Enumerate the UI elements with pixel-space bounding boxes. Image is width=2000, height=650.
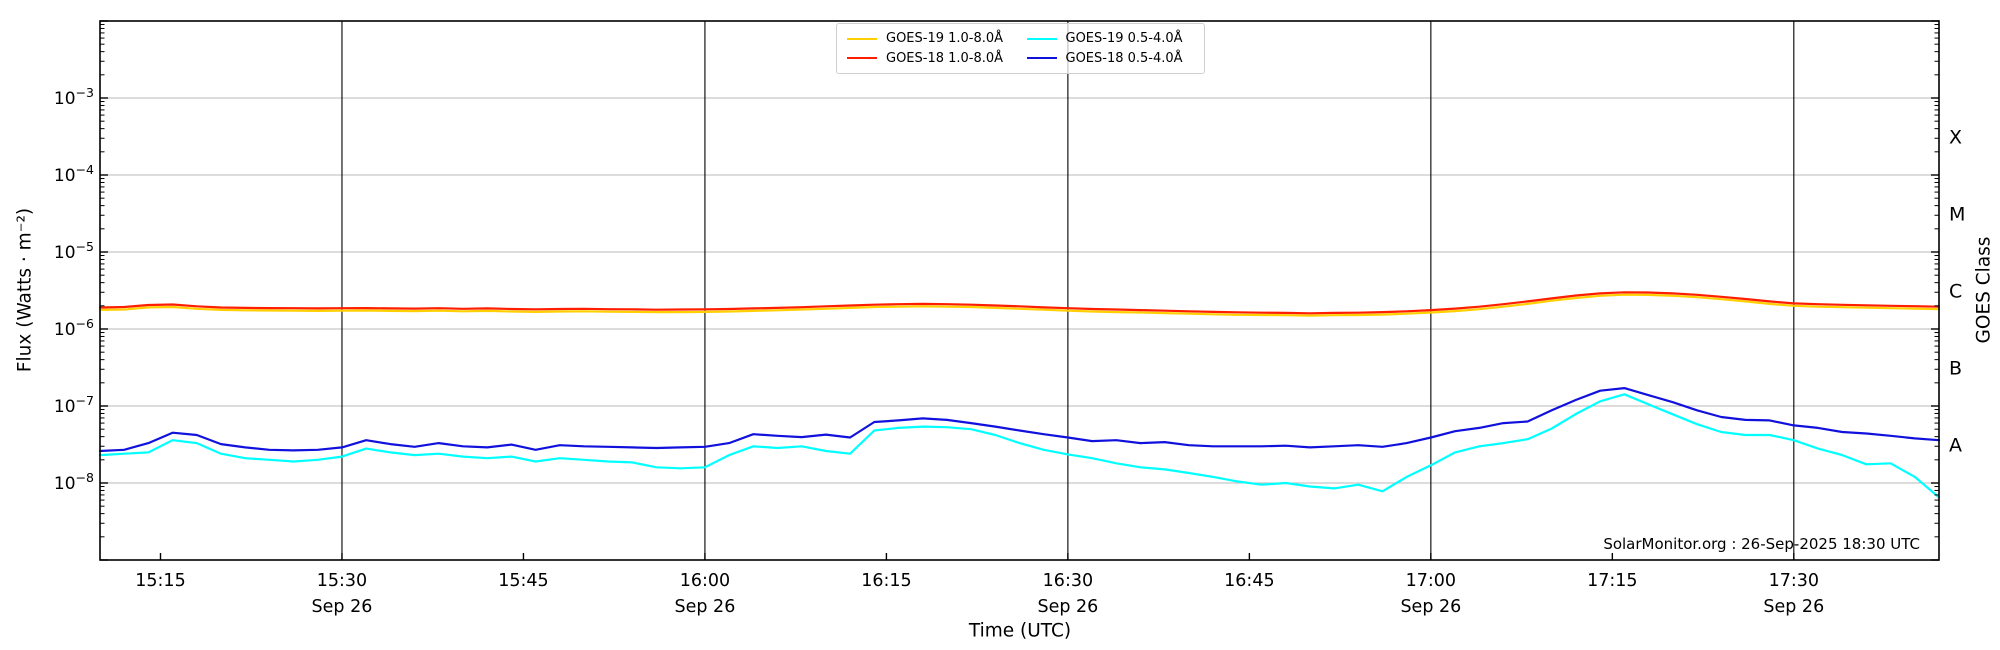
y-tick-label: 10−4	[54, 162, 94, 186]
v-gridlines	[341, 21, 1795, 560]
legend-item: GOES-19 0.5-4.0Å	[1026, 31, 1195, 47]
legend-line-swatch	[1026, 37, 1057, 40]
y-tick-label: 10−8	[54, 470, 94, 494]
x-tick-label: 17:00	[1406, 571, 1456, 591]
legend-line-swatch	[847, 37, 877, 40]
x-tick-sub-label: Sep 26	[1400, 597, 1461, 617]
goes-class-letter: C	[1949, 281, 1962, 303]
legend-item: GOES-18 1.0-8.0Å	[847, 52, 1015, 65]
x-tick-label: 17:30	[1769, 571, 1819, 591]
legend-item: GOES-19 1.0-8.0Å	[847, 32, 1015, 45]
legend: GOES-19 1.0-8.0Å GOES-18 1.0-8.0Å GOES-19 …	[836, 23, 1205, 74]
legend-line-swatch	[1026, 57, 1057, 60]
x-tick-sub-label: Sep 26	[1037, 597, 1098, 617]
x-tick-label: 15:15	[135, 571, 185, 591]
axis-ticks	[100, 20, 1939, 561]
goes-class-letter: X	[1949, 127, 1962, 149]
x-tick-label: 16:30	[1043, 571, 1093, 591]
series-goes-18-1-0-8-0-	[98, 291, 1941, 315]
y-axis-label-left: Flux (Watts · m⁻²)	[14, 207, 36, 373]
x-tick-sub-label: Sep 26	[1763, 597, 1824, 617]
y-axis-label-right: GOES Class	[1973, 236, 1995, 344]
x-tick-sub-label: Sep 26	[675, 597, 736, 617]
x-tick-sub-label: Sep 26	[312, 597, 373, 617]
x-tick-labels: 15:15 15:30 Sep 26 15:45 16:00 Sep 26 16:15 16:…	[135, 571, 1824, 617]
x-tick-label: 16:00	[680, 571, 730, 591]
x-tick-label: 17:15	[1587, 571, 1637, 591]
y-tick-labels: 10−3 10−4 10−5 10−6 10−7 10−8	[54, 85, 94, 494]
legend-line-swatch	[847, 57, 877, 60]
y-tick-label: 10−3	[54, 85, 94, 109]
x-tick-label: 15:45	[498, 571, 548, 591]
x-tick-label: 15:30	[317, 571, 367, 591]
plot-border	[99, 20, 1940, 561]
y-tick-label: 10−7	[54, 393, 94, 417]
series-goes-19-1-0-8-0-	[98, 293, 1941, 317]
goes-class-letter: B	[1949, 358, 1962, 380]
x-tick-label: 16:45	[1224, 571, 1274, 591]
goes-class-letter: M	[1949, 204, 1965, 226]
series-goes-19-0-5-4-0-	[98, 393, 1941, 499]
legend-label: GOES-19 0.5-4.0Å	[1065, 31, 1183, 47]
h-gridlines	[100, 97, 1939, 484]
legend-label: GOES-19 1.0-8.0Å	[886, 31, 1004, 47]
y-tick-label: 10−6	[54, 316, 94, 340]
goes-class-letter: A	[1949, 435, 1962, 457]
series-lines	[98, 291, 1941, 499]
series-goes-18-0-5-4-0-	[98, 387, 1941, 453]
legend-item: GOES-18 0.5-4.0Å	[1026, 50, 1195, 66]
x-tick-label: 16:15	[861, 571, 911, 591]
goes-class-letters: X M C B A	[1949, 127, 1965, 457]
y-tick-label: 10−5	[54, 239, 94, 263]
legend-label: GOES-18 1.0-8.0Å	[886, 50, 1004, 66]
x-axis-label: Time (UTC)	[968, 620, 1072, 642]
watermark-annotation: SolarMonitor.org : 26-Sep-2025 18:30 UTC	[1603, 535, 1920, 553]
legend-label: GOES-18 0.5-4.0Å	[1065, 50, 1183, 66]
